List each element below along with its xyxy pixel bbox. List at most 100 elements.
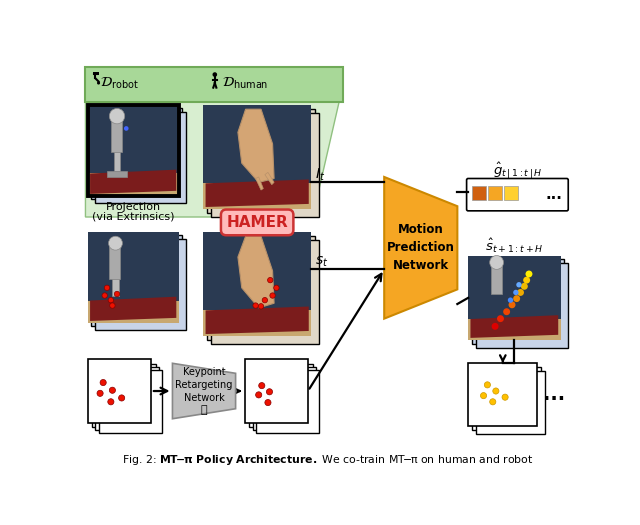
FancyBboxPatch shape bbox=[211, 113, 319, 217]
Text: HAMER: HAMER bbox=[227, 215, 288, 230]
Text: Motion
Prediction
Network: Motion Prediction Network bbox=[387, 223, 455, 272]
Bar bbox=[88, 173, 179, 196]
Text: $\mathcal{D}_{\rm robot}$: $\mathcal{D}_{\rm robot}$ bbox=[100, 75, 139, 91]
Circle shape bbox=[481, 393, 486, 398]
Polygon shape bbox=[172, 363, 236, 419]
FancyBboxPatch shape bbox=[467, 178, 568, 211]
Circle shape bbox=[513, 295, 520, 302]
FancyBboxPatch shape bbox=[472, 367, 541, 430]
Circle shape bbox=[490, 398, 496, 405]
Polygon shape bbox=[238, 109, 274, 182]
Text: ...: ... bbox=[543, 385, 566, 404]
Circle shape bbox=[497, 315, 504, 322]
Bar bbox=[107, 171, 127, 177]
Polygon shape bbox=[90, 297, 176, 321]
Circle shape bbox=[513, 290, 518, 295]
Bar bbox=[488, 186, 502, 200]
Circle shape bbox=[115, 291, 120, 297]
FancyBboxPatch shape bbox=[472, 259, 564, 344]
FancyBboxPatch shape bbox=[476, 263, 568, 348]
Polygon shape bbox=[238, 236, 274, 308]
Circle shape bbox=[508, 298, 513, 303]
Circle shape bbox=[109, 109, 125, 124]
FancyBboxPatch shape bbox=[211, 240, 319, 344]
FancyBboxPatch shape bbox=[99, 370, 162, 433]
Polygon shape bbox=[384, 177, 458, 319]
FancyBboxPatch shape bbox=[255, 370, 319, 433]
Circle shape bbox=[108, 398, 114, 405]
Bar bbox=[472, 186, 486, 200]
Circle shape bbox=[521, 283, 528, 290]
Circle shape bbox=[509, 301, 515, 308]
Polygon shape bbox=[265, 172, 274, 185]
Polygon shape bbox=[205, 307, 308, 334]
Bar bbox=[204, 233, 311, 337]
FancyBboxPatch shape bbox=[207, 109, 315, 213]
Circle shape bbox=[517, 289, 524, 296]
Bar bbox=[114, 152, 120, 171]
Circle shape bbox=[124, 126, 129, 131]
Bar bbox=[111, 117, 122, 152]
Text: Fig. 2: $\mathbf{MT\!\!-\!\!\pi}$ $\mathbf{Policy\ Architecture.}$ We co-train $: Fig. 2: $\mathbf{MT\!\!-\!\!\pi}$ $\math… bbox=[122, 453, 534, 467]
Circle shape bbox=[255, 392, 262, 398]
Circle shape bbox=[212, 72, 217, 77]
Text: ...: ... bbox=[546, 187, 563, 202]
Circle shape bbox=[109, 387, 115, 393]
Circle shape bbox=[492, 323, 499, 330]
Circle shape bbox=[502, 394, 508, 400]
Text: $\mathcal{D}_{\rm human}$: $\mathcal{D}_{\rm human}$ bbox=[221, 75, 268, 91]
Circle shape bbox=[525, 270, 532, 277]
Bar bbox=[468, 319, 561, 340]
Text: (via Extrinsics): (via Extrinsics) bbox=[92, 211, 175, 221]
Circle shape bbox=[274, 285, 279, 290]
Circle shape bbox=[266, 388, 273, 395]
FancyBboxPatch shape bbox=[95, 367, 159, 430]
Circle shape bbox=[100, 380, 106, 386]
Text: 🔒: 🔒 bbox=[201, 405, 207, 415]
Text: $I_t$: $I_t$ bbox=[315, 166, 325, 183]
Text: Projection: Projection bbox=[106, 202, 161, 212]
Bar bbox=[504, 186, 518, 200]
FancyBboxPatch shape bbox=[91, 109, 182, 200]
Bar bbox=[109, 244, 120, 279]
FancyBboxPatch shape bbox=[253, 367, 316, 430]
Bar bbox=[113, 279, 118, 296]
Bar bbox=[88, 233, 179, 323]
Circle shape bbox=[523, 277, 530, 284]
Circle shape bbox=[490, 256, 504, 269]
FancyBboxPatch shape bbox=[476, 371, 545, 434]
Polygon shape bbox=[86, 100, 340, 217]
Polygon shape bbox=[90, 170, 176, 194]
FancyBboxPatch shape bbox=[95, 239, 186, 330]
Circle shape bbox=[270, 293, 275, 298]
Text: $\hat{g}_{t\,|\,1:t\,|\,H}$: $\hat{g}_{t\,|\,1:t\,|\,H}$ bbox=[493, 161, 542, 181]
Circle shape bbox=[265, 400, 271, 406]
FancyBboxPatch shape bbox=[88, 360, 151, 423]
Circle shape bbox=[97, 81, 100, 85]
Circle shape bbox=[262, 298, 268, 303]
Circle shape bbox=[259, 383, 265, 388]
Circle shape bbox=[484, 382, 490, 388]
Text: Keypoint
Retargeting
Network: Keypoint Retargeting Network bbox=[175, 366, 233, 403]
FancyBboxPatch shape bbox=[468, 363, 538, 426]
Circle shape bbox=[268, 277, 273, 283]
Text: $s_t$: $s_t$ bbox=[315, 255, 328, 269]
FancyBboxPatch shape bbox=[86, 67, 344, 101]
Bar bbox=[93, 72, 99, 75]
Circle shape bbox=[118, 395, 125, 401]
Bar bbox=[492, 263, 502, 294]
Circle shape bbox=[104, 285, 109, 290]
Polygon shape bbox=[255, 177, 263, 190]
Circle shape bbox=[493, 388, 499, 394]
FancyBboxPatch shape bbox=[250, 364, 312, 427]
FancyBboxPatch shape bbox=[245, 360, 308, 423]
Bar bbox=[204, 183, 311, 209]
Bar bbox=[204, 310, 311, 337]
Text: $\hat{s}_{t+1:t+H}$: $\hat{s}_{t+1:t+H}$ bbox=[485, 237, 543, 255]
Circle shape bbox=[97, 390, 103, 396]
Circle shape bbox=[259, 303, 264, 309]
Circle shape bbox=[516, 282, 522, 288]
FancyBboxPatch shape bbox=[95, 112, 186, 203]
Circle shape bbox=[109, 303, 115, 308]
Circle shape bbox=[109, 236, 122, 250]
